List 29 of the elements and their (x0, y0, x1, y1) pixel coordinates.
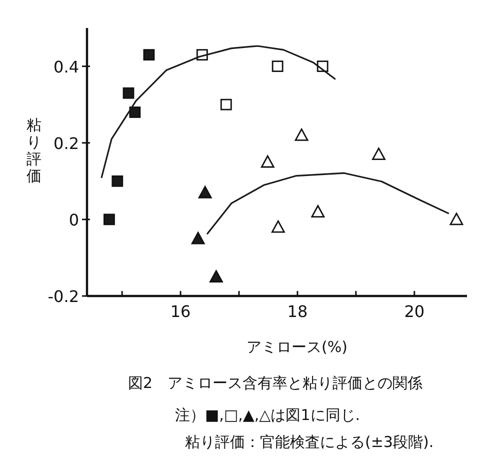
text: 粘り評価：官能検査による(±3段階). (185, 433, 434, 451)
point (260, 155, 274, 168)
point (311, 205, 325, 218)
point (372, 148, 386, 160)
point (198, 186, 212, 198)
line-series (100, 45, 336, 178)
y-tick-label: -0.2 (48, 287, 79, 306)
point (143, 49, 155, 60)
point (271, 220, 285, 233)
x-tick-label: 20 (404, 302, 425, 321)
y-tick-label: 0.4 (54, 57, 79, 76)
point (210, 270, 223, 283)
text: 注）■,□,▲,△は図1に同じ. (175, 406, 360, 424)
x-tick-label: 16 (170, 302, 191, 321)
point (112, 175, 124, 187)
caption: 図2 アミロース含有率と粘り評価との関係 (128, 374, 423, 392)
point (122, 87, 134, 99)
point (294, 128, 308, 141)
point (104, 214, 115, 226)
y-tick-label: 0 (68, 210, 79, 230)
point (191, 232, 205, 244)
point (129, 106, 141, 118)
point (220, 98, 232, 110)
y-axis-title: 粘り評価 (26, 116, 42, 185)
x-axis-title: アミロース(%) (246, 338, 348, 356)
point (450, 212, 464, 226)
point (272, 60, 284, 72)
y-tick-label: 0.2 (54, 134, 79, 153)
x-tick-label: 18 (287, 302, 308, 321)
